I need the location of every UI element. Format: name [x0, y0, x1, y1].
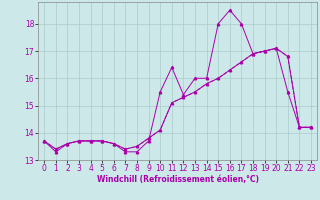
- X-axis label: Windchill (Refroidissement éolien,°C): Windchill (Refroidissement éolien,°C): [97, 175, 259, 184]
